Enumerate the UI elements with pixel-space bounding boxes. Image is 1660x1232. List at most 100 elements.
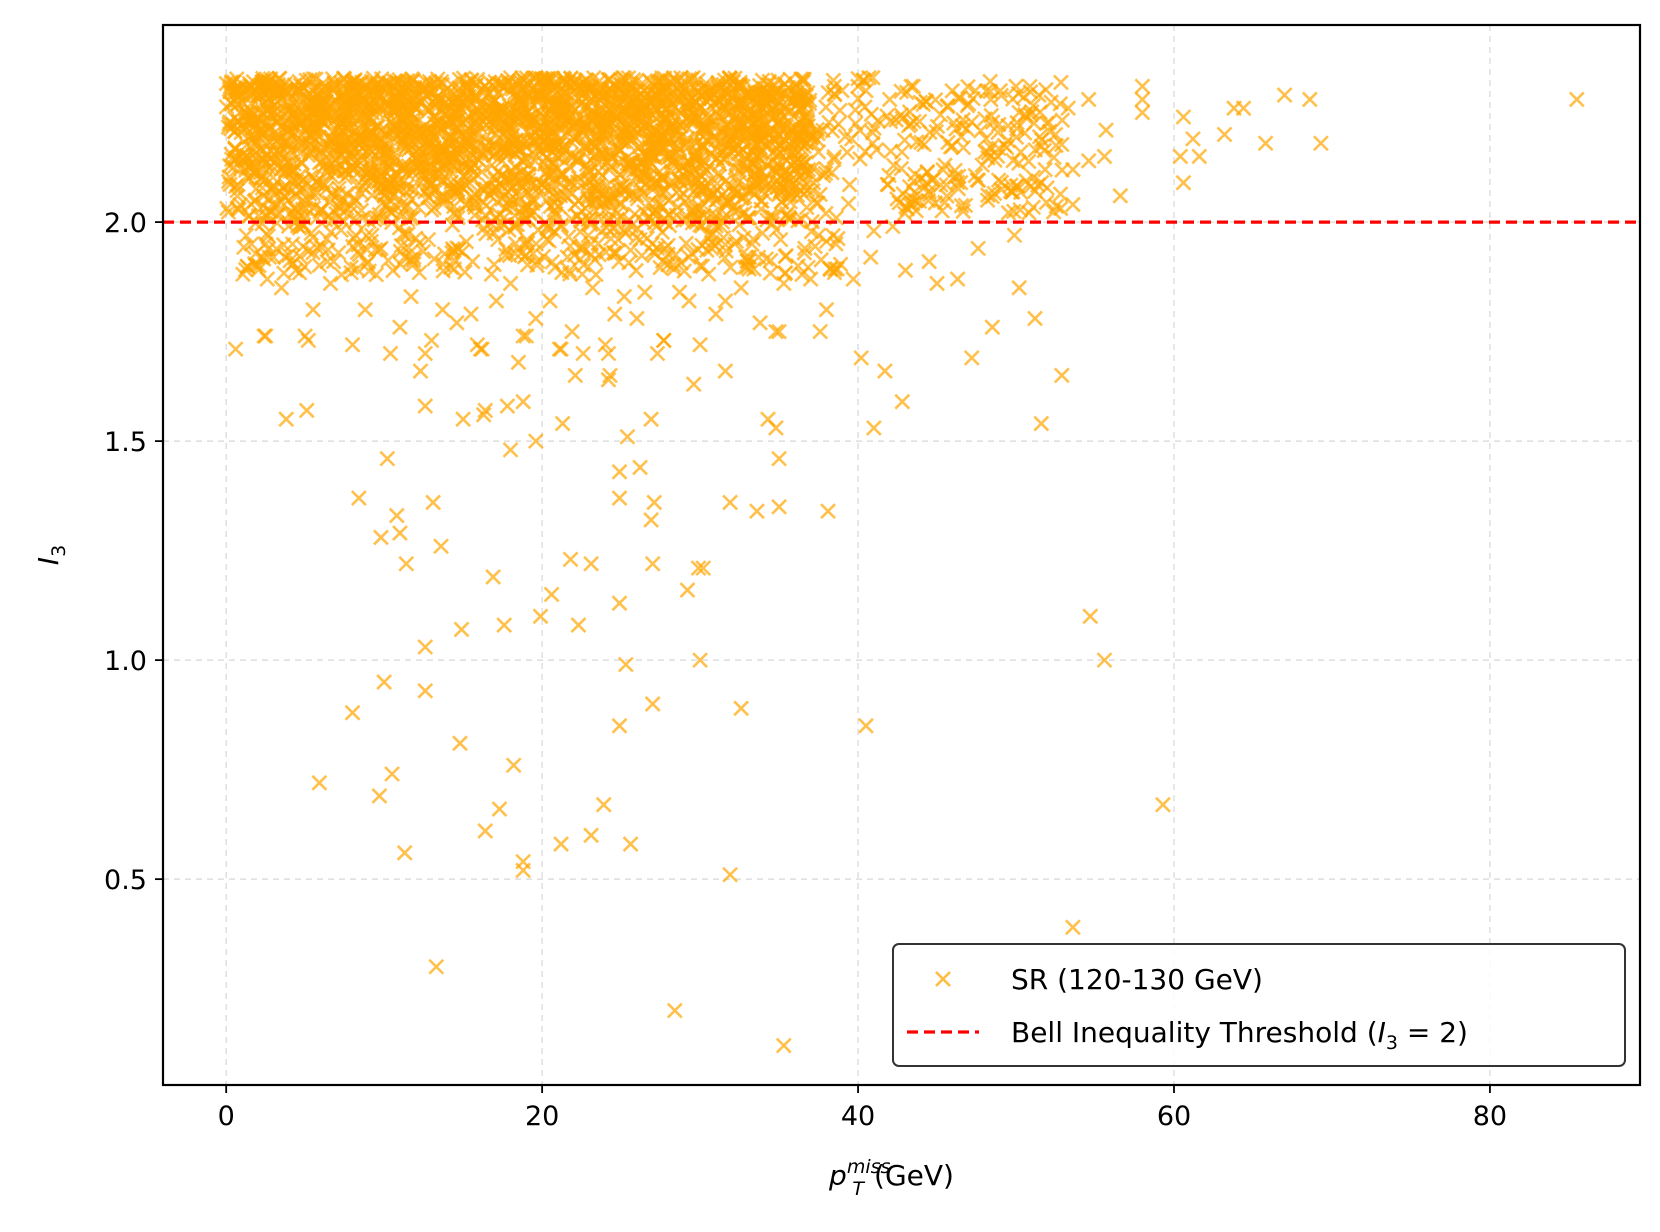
scatter-point-dense (612, 194, 629, 211)
scatter-point-dense (564, 118, 581, 134)
scatter-point-dense (513, 163, 530, 180)
scatter-point-dense (699, 132, 716, 149)
scatter-point (452, 735, 468, 752)
scatter-point-dense (458, 100, 475, 117)
scatter-point-dense (616, 181, 632, 197)
scatter-point-dense (637, 115, 654, 132)
scatter-point-dense (1053, 136, 1070, 153)
scatter-point (960, 95, 977, 112)
y-tick-label: 1.5 (104, 427, 147, 458)
scatter-point (845, 271, 862, 287)
scatter-point (527, 310, 544, 327)
scatter-point-dense (254, 70, 271, 87)
scatter-point (1027, 310, 1043, 327)
scatter-point-dense (219, 200, 235, 217)
scatter-point-dense (276, 265, 292, 282)
scatter-point-dense (569, 152, 585, 169)
scatter-point-dense (294, 155, 310, 172)
scatter-points (218, 69, 1585, 1054)
scatter-point-dense (315, 139, 332, 156)
scatter-point-dense (294, 201, 311, 218)
scatter-point-dense (513, 106, 530, 123)
scatter-point (305, 301, 321, 318)
legend: SR (120-130 GeV) Bell Inequality Thresho… (892, 943, 1626, 1067)
scatter-point-dense (691, 177, 708, 194)
scatter-point (1033, 174, 1050, 191)
scatter-point-dense (545, 95, 562, 112)
scatter-point (1098, 122, 1114, 139)
scatter-point-dense (361, 156, 378, 173)
scatter-point-dense (305, 229, 321, 246)
scatter-point-dense (436, 96, 452, 112)
scatter-point-dense (648, 136, 664, 153)
scatter-point-dense (230, 96, 246, 113)
scatter-point-dense (530, 120, 547, 137)
scatter-point-dense (774, 86, 791, 103)
scatter-point-dense (868, 141, 885, 158)
scatter-point (897, 262, 914, 279)
x-axis-ticks: 0 20 40 60 80 (218, 1085, 1507, 1132)
scatter-point-dense (312, 87, 329, 104)
scatter-point (671, 284, 688, 301)
scatter-point-dense (895, 185, 912, 202)
scatter-point (949, 271, 966, 287)
scatter-point-dense (612, 76, 629, 93)
scatter-point (499, 398, 516, 414)
scatter-point-dense (957, 197, 974, 214)
scatter-point-dense (221, 157, 238, 174)
scatter-point (259, 271, 276, 287)
scatter-point-dense (667, 119, 683, 136)
scatter-point (1080, 91, 1097, 108)
scatter-point-dense (248, 135, 265, 152)
scatter-point-dense (255, 198, 272, 214)
scatter-point (1112, 187, 1129, 204)
scatter-point (455, 411, 472, 428)
scatter-point-dense (834, 82, 850, 99)
scatter-point (646, 494, 663, 511)
scatter-point-dense (667, 246, 684, 263)
scatter-point-dense (944, 82, 961, 99)
scatter-point (420, 231, 437, 248)
scatter-point (347, 227, 364, 244)
scatter-point (477, 823, 494, 839)
scatter-point-dense (536, 179, 553, 196)
scatter-point (772, 231, 789, 248)
scatter-point-dense (511, 139, 528, 156)
scatter-point (775, 275, 792, 292)
scatter-point (564, 323, 581, 340)
scatter-point (273, 279, 290, 296)
scatter-point (1064, 196, 1081, 213)
scatter-point-dense (241, 207, 258, 224)
scatter-point-dense (970, 172, 987, 189)
scatter-point-dense (904, 190, 921, 207)
scatter-point (982, 139, 999, 156)
scatter-point-dense (847, 101, 864, 118)
scatter-point-dense (795, 71, 811, 88)
scatter-point (602, 367, 618, 384)
scatter-point (1568, 91, 1585, 108)
scatter-point (858, 82, 874, 99)
scatter-point-dense (708, 150, 725, 167)
scatter-point-dense (651, 163, 668, 180)
scatter-point-dense (635, 166, 652, 183)
scatter-point-dense (488, 180, 504, 197)
y-tick-label: 1.0 (104, 646, 147, 677)
scatter-point-dense (821, 114, 838, 131)
scatter-point (717, 293, 734, 309)
scatter-point (325, 253, 342, 270)
scatter-point (733, 279, 750, 296)
scatter-point-dense (277, 249, 293, 265)
scatter-point-dense (839, 144, 856, 161)
scatter-point-dense (818, 99, 834, 116)
scatter-point (491, 801, 508, 817)
scatter-point (1064, 161, 1081, 178)
scatter-point-dense (488, 125, 504, 142)
scatter-point-dense (918, 94, 935, 110)
scatter-point (398, 555, 415, 572)
scatter-point-dense (415, 243, 432, 260)
scatter-point-dense (762, 265, 779, 281)
scatter-point-dense (1046, 149, 1062, 166)
scatter-point (818, 161, 835, 178)
scatter-point-dense (701, 192, 718, 208)
scatter-point (681, 249, 697, 266)
